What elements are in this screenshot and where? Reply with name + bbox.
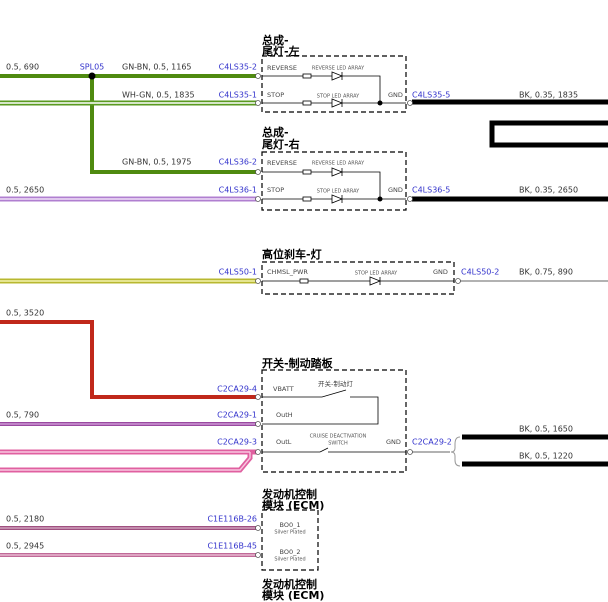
label: STOP — [267, 91, 284, 99]
splice — [88, 72, 96, 80]
label: C4LS36-1 — [219, 186, 257, 195]
wires — [0, 72, 608, 557]
label: 0.5, 690 — [6, 63, 39, 72]
label: BK, 0.35, 2650 — [519, 186, 578, 195]
label: C1E116B-45 — [207, 542, 257, 551]
label: STOP LED ARRAY — [355, 271, 398, 277]
label: 总成- — [262, 125, 289, 139]
label: BO0_1 — [280, 521, 301, 529]
label: VBATT — [273, 385, 294, 393]
label: GND — [388, 186, 403, 194]
label: C4LS35-5 — [412, 91, 450, 100]
label: C4LS50-2 — [461, 268, 499, 277]
components — [255, 55, 461, 571]
label: 0.5, 2180 — [6, 515, 44, 524]
label: BK, 0.5, 1220 — [519, 452, 573, 461]
label: 0.5, 3520 — [6, 309, 44, 318]
brace — [450, 436, 461, 467]
label: OutH — [276, 411, 293, 419]
junction — [377, 100, 383, 106]
label: 模块 (ECM) — [262, 588, 324, 602]
label: 尾灯-左 — [261, 44, 300, 58]
label: STOP LED ARRAY — [317, 189, 360, 195]
label: BK, 0.35, 1835 — [519, 91, 578, 100]
wire — [90, 76, 258, 174]
label: 发动机控制 — [261, 577, 317, 591]
label: 开关-制动踏板 — [262, 356, 334, 370]
label: 尾灯-右 — [261, 137, 300, 151]
wire — [0, 452, 253, 473]
junction — [377, 196, 383, 202]
label: Silver Plated — [274, 557, 305, 563]
label: STOP — [267, 186, 284, 194]
label: Silver Plated — [274, 530, 305, 536]
label: GN-BN, 0.5, 1165 — [122, 63, 192, 72]
label: C4LS36-2 — [219, 158, 257, 167]
label: GND — [433, 268, 448, 276]
label: 高位刹车-灯 — [262, 247, 322, 261]
label: SPL05 — [80, 63, 105, 72]
wire — [0, 320, 258, 399]
component-box — [261, 261, 455, 295]
component-box — [261, 369, 407, 473]
label: BK, 0.5, 1650 — [519, 425, 573, 434]
ground-wire — [489, 120, 608, 148]
label: REVERSE — [267, 159, 297, 167]
label: 0.5, 2945 — [6, 542, 44, 551]
label: 总成- — [262, 33, 289, 47]
label: STOP LED ARRAY — [317, 94, 360, 100]
label: CRUISE DEACTIVATION — [310, 434, 367, 440]
label: 模块 (ECM) — [262, 498, 324, 512]
pins — [255, 73, 461, 558]
label: C4LS35-1 — [219, 91, 257, 100]
label: 发动机控制 — [261, 487, 317, 501]
label: C4LS36-5 — [412, 186, 450, 195]
label: REVERSE LED ARRAY — [312, 66, 365, 72]
label: SWITCH — [328, 441, 348, 447]
label: CHMSL_PWR — [267, 268, 308, 276]
label: REVERSE — [267, 64, 297, 72]
label: C2CA29-2 — [412, 438, 452, 447]
label: GND — [388, 91, 403, 99]
label: C1E116B-26 — [207, 515, 257, 524]
label: C4LS50-1 — [219, 268, 257, 277]
label: OutL — [276, 438, 292, 446]
label: C2CA29-1 — [217, 411, 257, 420]
label: C4LS35-2 — [219, 63, 257, 72]
label: C2CA29-3 — [217, 438, 257, 447]
component-box — [261, 509, 319, 571]
label: BO0_2 — [280, 548, 301, 556]
wire-stripe — [0, 452, 251, 471]
label: BK, 0.75, 890 — [519, 268, 573, 277]
label: 0.5, 2650 — [6, 186, 44, 195]
component-box — [261, 151, 407, 211]
label: REVERSE LED ARRAY — [312, 161, 365, 167]
led-circuits — [262, 71, 454, 453]
label: 开关-制动灯 — [318, 379, 353, 388]
label: GND — [386, 438, 401, 446]
label: GN-BN, 0.5, 1975 — [122, 158, 192, 167]
label: 0.5, 790 — [6, 411, 39, 420]
component-box — [261, 55, 407, 113]
label: C2CA29-4 — [217, 385, 257, 394]
label: WH-GN, 0.5, 1835 — [122, 91, 195, 100]
